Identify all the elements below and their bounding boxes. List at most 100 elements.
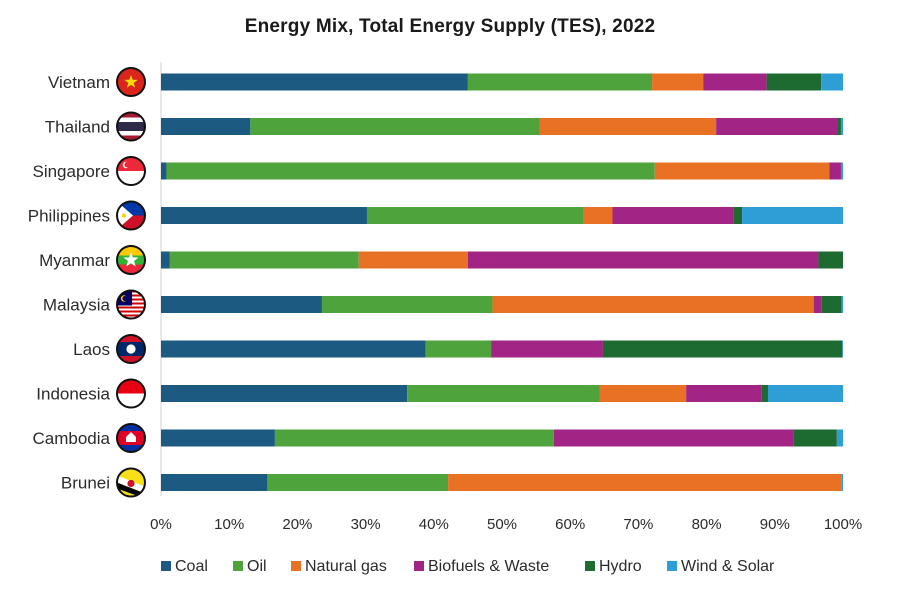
bar-indonesia-natural-gas	[599, 385, 687, 402]
bar-myanmar-hydro	[818, 251, 843, 269]
category-labels: Vietnam Thailand Singapore Philippines Myanm…	[28, 73, 111, 493]
legend-swatch-oil	[233, 561, 243, 571]
bar-vietnam-natural-gas	[652, 73, 704, 91]
category-label-myanmar: Myanmar	[39, 251, 110, 270]
bar-vietnam-biofuels-waste	[703, 73, 767, 91]
category-label-indonesia: Indonesia	[36, 385, 110, 404]
bar-myanmar-natural-gas	[358, 251, 468, 269]
legend-label-oil: Oil	[247, 558, 267, 575]
bar-cambodia-oil	[274, 429, 554, 447]
bar-singapore-biofuels-waste	[829, 162, 841, 180]
bar-cambodia-biofuels-waste	[553, 429, 794, 447]
bar-vietnam-coal	[161, 73, 468, 91]
bar-singapore-natural-gas	[654, 162, 830, 180]
bar-thailand-wind-solar	[840, 118, 843, 135]
bar-singapore-wind-solar	[840, 162, 843, 180]
x-tick-label: 0%	[150, 516, 172, 533]
bar-cambodia-hydro	[793, 429, 837, 447]
category-label-thailand: Thailand	[45, 118, 110, 137]
category-label-vietnam: Vietnam	[48, 73, 110, 92]
bar-philippines-oil	[366, 207, 584, 224]
bar-thailand-oil	[250, 118, 540, 135]
bar-indonesia-wind-solar	[767, 385, 843, 402]
x-tick-label: 40%	[419, 516, 449, 533]
bar-indonesia-coal	[161, 385, 408, 402]
bar-laos-oil	[425, 340, 492, 358]
bar-brunei-coal	[161, 474, 268, 491]
category-label-brunei: Brunei	[61, 474, 110, 493]
bar-malaysia-natural-gas	[492, 296, 814, 313]
x-tick-label: 50%	[487, 516, 517, 533]
legend-label-wind-solar: Wind & Solar	[681, 558, 775, 575]
category-label-cambodia: Cambodia	[33, 429, 111, 448]
bar-thailand-coal	[161, 118, 251, 135]
bar-malaysia-oil	[321, 296, 493, 313]
cambodia-flag-icon	[116, 423, 146, 453]
category-label-laos: Laos	[73, 340, 110, 359]
bar-laos-biofuels-waste	[491, 340, 603, 358]
bar-myanmar-oil	[169, 251, 359, 269]
bar-singapore-oil	[166, 162, 655, 180]
bar-malaysia-biofuels-waste	[813, 296, 822, 313]
category-label-malaysia: Malaysia	[43, 296, 111, 315]
thailand-flag-icon	[116, 111, 146, 142]
bar-philippines-coal	[161, 207, 367, 224]
vietnam-flag-icon	[116, 67, 146, 97]
bar-philippines-biofuels-waste	[612, 207, 734, 224]
bar-myanmar-coal	[161, 251, 170, 269]
bar-vietnam-oil	[467, 73, 653, 91]
bar-myanmar-biofuels-waste	[467, 251, 819, 269]
bar-malaysia-coal	[161, 296, 322, 313]
bar-philippines-wind-solar	[742, 207, 843, 224]
bar-thailand-biofuels-waste	[716, 118, 838, 135]
legend-label-biofuels-waste: Biofuels & Waste	[428, 558, 549, 575]
category-label-philippines: Philippines	[28, 207, 110, 226]
philippines-flag-icon	[116, 200, 146, 231]
bar-thailand-natural-gas	[539, 118, 717, 135]
bar-indonesia-hydro	[761, 385, 768, 402]
bar-laos-coal	[161, 340, 426, 358]
legend: Coal Oil Natural gas Biofuels & Waste Hydro W…	[161, 558, 775, 575]
x-tick-label: 10%	[214, 516, 244, 533]
laos-flag-icon	[116, 334, 146, 364]
x-tick-label: 30%	[351, 516, 381, 533]
singapore-flag-icon	[116, 156, 146, 186]
legend-label-coal: Coal	[175, 558, 208, 575]
bar-brunei-wind-solar	[841, 474, 843, 491]
legend-swatch-natural-gas	[291, 561, 301, 571]
indonesia-flag-icon	[116, 378, 146, 409]
bar-philippines-hydro	[733, 207, 743, 224]
bar-malaysia-hydro	[821, 296, 842, 313]
bar-vietnam-hydro	[766, 73, 822, 91]
bar-singapore-coal	[161, 162, 167, 180]
legend-label-natural-gas: Natural gas	[305, 558, 387, 575]
category-label-singapore: Singapore	[32, 162, 110, 181]
bar-indonesia-biofuels-waste	[686, 385, 762, 402]
bar-thailand-hydro	[837, 118, 841, 135]
legend-swatch-wind-solar	[667, 561, 677, 571]
x-tick-label: 90%	[760, 516, 790, 533]
legend-swatch-coal	[161, 561, 171, 571]
bar-cambodia-coal	[161, 429, 275, 447]
x-tick-label: 100%	[824, 516, 862, 533]
flags-layer	[116, 67, 146, 498]
legend-label-hydro: Hydro	[599, 558, 642, 575]
legend-swatch-biofuels-waste	[414, 561, 424, 571]
x-tick-label: 80%	[692, 516, 722, 533]
bar-malaysia-wind-solar	[841, 296, 843, 313]
bar-indonesia-oil	[407, 385, 600, 402]
bar-vietnam-wind-solar	[821, 73, 843, 91]
bar-laos-hydro	[602, 340, 843, 358]
brunei-flag-icon	[116, 467, 146, 498]
bar-brunei-natural-gas	[448, 474, 842, 491]
bar-brunei-oil	[267, 474, 449, 491]
bar-laos-wind-solar	[842, 340, 843, 358]
bars-layer	[160, 62, 843, 496]
x-tick-label: 20%	[282, 516, 312, 533]
chart-title: Energy Mix, Total Energy Supply (TES), 2…	[244, 16, 656, 37]
x-tick-label: 60%	[555, 516, 585, 533]
bar-cambodia-wind-solar	[836, 429, 843, 447]
x-tick-label: 70%	[623, 516, 653, 533]
x-axis-ticks: 0% 10% 20% 30% 40% 50% 60% 70% 80% 90% 100%	[150, 516, 862, 533]
